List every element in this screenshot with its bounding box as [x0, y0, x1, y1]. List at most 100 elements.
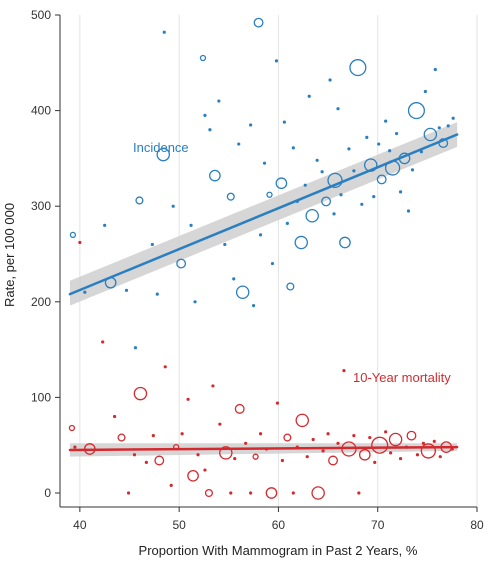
data-point — [388, 432, 403, 447]
fit-line — [68, 133, 459, 296]
data-point — [352, 434, 356, 438]
data-point — [208, 128, 212, 132]
data-point — [144, 460, 148, 465]
data-point — [437, 126, 441, 130]
data-point — [180, 432, 184, 436]
data-point — [73, 445, 77, 449]
data-point — [237, 142, 241, 146]
data-point — [155, 292, 159, 296]
data-point — [438, 455, 442, 459]
data-point — [347, 147, 351, 151]
y-tick-label: 100 — [31, 390, 51, 404]
data-point — [398, 456, 403, 461]
data-point — [283, 433, 292, 442]
data-point — [388, 149, 392, 153]
data-point — [275, 177, 288, 190]
data-point — [199, 54, 207, 62]
data-point — [295, 413, 310, 428]
data-point — [336, 441, 340, 445]
x-ticks: 40 50 60 70 80 — [73, 507, 484, 532]
data-point — [117, 433, 126, 442]
data-point — [196, 453, 200, 457]
x-tick-label: 80 — [470, 518, 484, 532]
data-point — [349, 59, 367, 77]
data-point — [226, 192, 235, 201]
data-point — [150, 242, 154, 247]
data-point — [126, 491, 131, 495]
data-point — [69, 231, 77, 239]
data-point — [171, 204, 175, 208]
data-point — [217, 99, 221, 103]
data-point — [406, 430, 417, 441]
data-point — [294, 235, 309, 250]
data-point — [286, 282, 295, 291]
x-tick-label: 60 — [272, 518, 286, 532]
data-point — [357, 491, 361, 495]
data-point — [151, 434, 155, 438]
data-point — [371, 436, 389, 454]
data-point — [389, 451, 393, 455]
data-point — [203, 468, 207, 472]
data-point — [307, 94, 311, 98]
data-point — [258, 233, 263, 237]
data-point — [291, 491, 295, 495]
data-point — [103, 223, 107, 227]
data-point — [156, 147, 171, 162]
data-point — [232, 277, 236, 281]
data-point — [311, 437, 315, 442]
data-point — [249, 123, 253, 127]
data-point — [270, 261, 275, 266]
data-point — [187, 469, 199, 482]
data-point — [311, 486, 325, 500]
y-ticks: 0 100 200 300 400 500 — [31, 8, 60, 500]
data-point — [285, 221, 289, 226]
x-tick-label: 70 — [371, 518, 385, 532]
data-point — [262, 161, 267, 165]
data-point — [265, 487, 278, 499]
data-point — [327, 172, 343, 189]
data-point — [446, 124, 450, 128]
data-point — [204, 488, 213, 498]
data-point — [68, 424, 76, 432]
data-point — [233, 456, 237, 461]
data-point — [339, 193, 343, 197]
data-point — [193, 300, 197, 304]
data-point — [352, 169, 356, 173]
data-point — [113, 414, 117, 419]
data-point — [234, 403, 245, 414]
data-point — [132, 453, 137, 457]
data-point — [415, 453, 420, 457]
data-point — [169, 483, 173, 487]
data-point — [303, 183, 307, 187]
y-tick-label: 400 — [31, 104, 51, 118]
data-point — [244, 441, 248, 445]
data-point — [410, 168, 415, 172]
data-point — [320, 170, 324, 174]
data-point — [432, 439, 436, 443]
data-point — [186, 397, 190, 401]
data-point — [162, 30, 166, 34]
data-point — [433, 67, 437, 72]
data-point — [305, 455, 309, 459]
data-point — [253, 17, 264, 28]
data-point — [336, 107, 340, 111]
data-point — [406, 209, 411, 213]
y-tick-label: 300 — [31, 199, 51, 213]
data-point — [339, 236, 351, 249]
data-point — [305, 209, 319, 223]
data-point — [229, 491, 233, 495]
data-point — [360, 202, 364, 206]
data-point — [328, 455, 338, 466]
fit-lines — [68, 133, 459, 452]
data-point — [154, 455, 165, 466]
data-point — [321, 196, 332, 207]
data-point — [223, 242, 227, 247]
data-point — [189, 223, 193, 227]
data-point — [328, 78, 332, 82]
data-point — [407, 102, 425, 120]
data-point — [384, 119, 388, 123]
confidence-bands — [69, 122, 458, 457]
data-point — [235, 285, 250, 299]
data-point — [249, 491, 253, 495]
data-point — [218, 422, 222, 426]
